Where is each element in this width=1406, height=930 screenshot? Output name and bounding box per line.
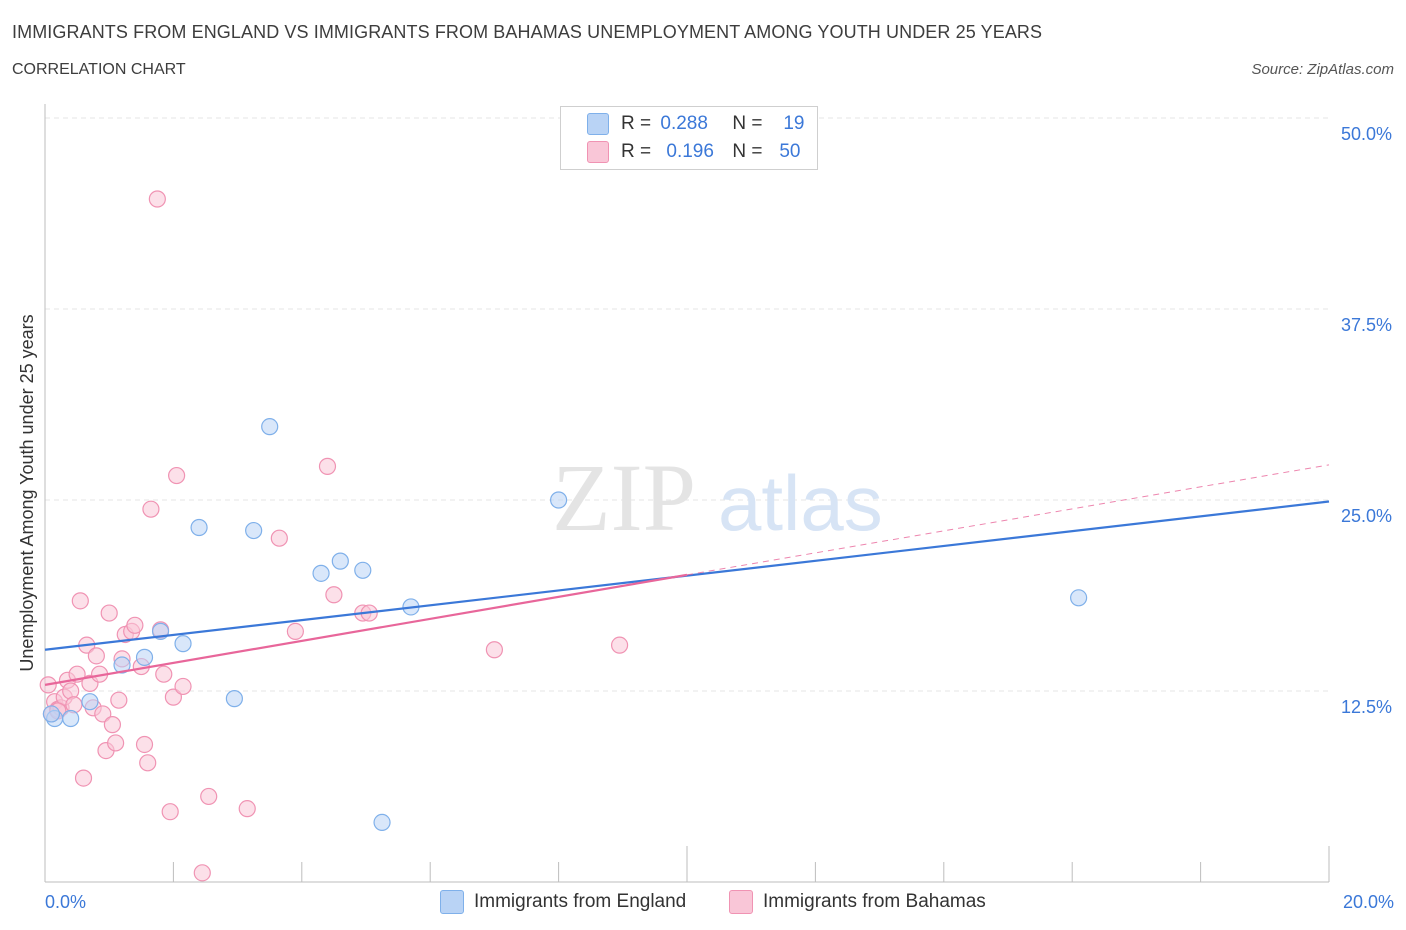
point-england bbox=[225, 690, 243, 708]
point-bahamas bbox=[286, 622, 304, 641]
point-england bbox=[174, 635, 192, 653]
chart-subtitle: CORRELATION CHART bbox=[12, 61, 186, 78]
point-bahamas bbox=[168, 466, 186, 485]
point-bahamas bbox=[110, 691, 128, 709]
point-england bbox=[261, 418, 279, 436]
point-bahamas bbox=[155, 665, 173, 683]
x-tick-label: 0.0% bbox=[45, 892, 86, 912]
point-bahamas bbox=[71, 592, 89, 610]
point-england bbox=[1070, 589, 1088, 607]
grid-lines bbox=[45, 117, 1329, 692]
point-bahamas bbox=[94, 705, 112, 723]
point-bahamas bbox=[148, 190, 166, 208]
watermark-zip: ZIP bbox=[552, 444, 696, 551]
point-bahamas bbox=[142, 500, 160, 518]
legend-swatch-bahamas bbox=[587, 141, 609, 163]
legend-row-england: R = 0.288 N = 19 bbox=[561, 111, 805, 137]
point-bahamas bbox=[485, 641, 503, 659]
watermark: ZIP atlas bbox=[552, 444, 883, 551]
point-england bbox=[312, 564, 330, 582]
bottom-legend-swatch-bahamas bbox=[729, 890, 753, 914]
y-tick-label: 50.0% bbox=[1341, 124, 1392, 144]
point-bahamas bbox=[139, 754, 157, 772]
point-bahamas bbox=[200, 787, 218, 806]
trend-bahamas bbox=[44, 573, 688, 686]
legend-r-label: R = bbox=[621, 141, 652, 162]
point-bahamas bbox=[238, 800, 256, 818]
point-england bbox=[549, 491, 568, 509]
point-bahamas bbox=[325, 586, 343, 604]
point-england bbox=[373, 813, 391, 832]
point-bahamas bbox=[318, 457, 337, 475]
trend-bahamas-extension bbox=[686, 464, 1330, 576]
y-tick-label: 25.0% bbox=[1341, 506, 1392, 526]
legend-n-label: N = bbox=[732, 113, 763, 134]
point-bahamas bbox=[126, 616, 144, 634]
tick-labels: 12.5% 25.0% 37.5% 50.0% 0.0% 20.0% bbox=[45, 124, 1394, 912]
point-england bbox=[245, 521, 263, 540]
legend-r-value: 0.196 bbox=[666, 141, 714, 162]
stats-legend: R = 0.288 N = 19 R = 0.196 N = 50 bbox=[560, 106, 818, 170]
legend-n-value: 50 bbox=[779, 141, 801, 162]
y-axis-label: Unemployment Among Youth under 25 years bbox=[17, 314, 37, 671]
trend-lines bbox=[44, 464, 1330, 686]
point-bahamas bbox=[164, 688, 182, 706]
point-bahamas bbox=[161, 803, 179, 821]
bottom-legend-bahamas[interactable]: Immigrants from Bahamas bbox=[729, 890, 986, 914]
bottom-legend-england[interactable]: Immigrants from England bbox=[440, 890, 686, 914]
point-bahamas bbox=[87, 647, 105, 665]
watermark-atlas: atlas bbox=[718, 459, 883, 547]
legend-n-label: N = bbox=[732, 141, 763, 162]
point-england bbox=[113, 656, 131, 674]
point-bahamas bbox=[107, 734, 125, 752]
point-england bbox=[331, 552, 349, 570]
point-bahamas bbox=[193, 864, 211, 882]
y-tick-label: 37.5% bbox=[1341, 315, 1392, 335]
y-tick-label: 12.5% bbox=[1341, 697, 1392, 717]
point-bahamas bbox=[74, 769, 93, 787]
legend-r-label: R = bbox=[621, 113, 652, 134]
point-bahamas bbox=[174, 677, 192, 696]
point-england bbox=[135, 648, 154, 666]
point-bahamas bbox=[610, 636, 629, 654]
point-bahamas bbox=[103, 716, 122, 734]
legend-n-value: 19 bbox=[783, 113, 805, 134]
bottom-legend-label-bahamas: Immigrants from Bahamas bbox=[763, 891, 986, 912]
source-credit: Source: ZipAtlas.com bbox=[1251, 61, 1394, 78]
x-tick-label: 20.0% bbox=[1343, 892, 1394, 912]
chart-title: IMMIGRANTS FROM ENGLAND VS IMMIGRANTS FR… bbox=[12, 22, 1043, 42]
point-england bbox=[81, 693, 99, 711]
bottom-legend-swatch-england bbox=[440, 890, 464, 914]
point-bahamas bbox=[270, 529, 288, 547]
point-england bbox=[42, 705, 61, 723]
bottom-legend-label-england: Immigrants from England bbox=[474, 891, 687, 912]
legend-row-bahamas: R = 0.196 N = 50 bbox=[561, 139, 801, 165]
point-bahamas bbox=[135, 735, 154, 754]
point-england bbox=[354, 561, 372, 579]
point-england bbox=[190, 518, 208, 537]
point-england bbox=[62, 709, 80, 728]
legend-r-value: 0.288 bbox=[660, 113, 708, 134]
point-bahamas bbox=[100, 604, 118, 622]
axes bbox=[44, 104, 1330, 883]
legend-swatch-england bbox=[587, 113, 609, 135]
